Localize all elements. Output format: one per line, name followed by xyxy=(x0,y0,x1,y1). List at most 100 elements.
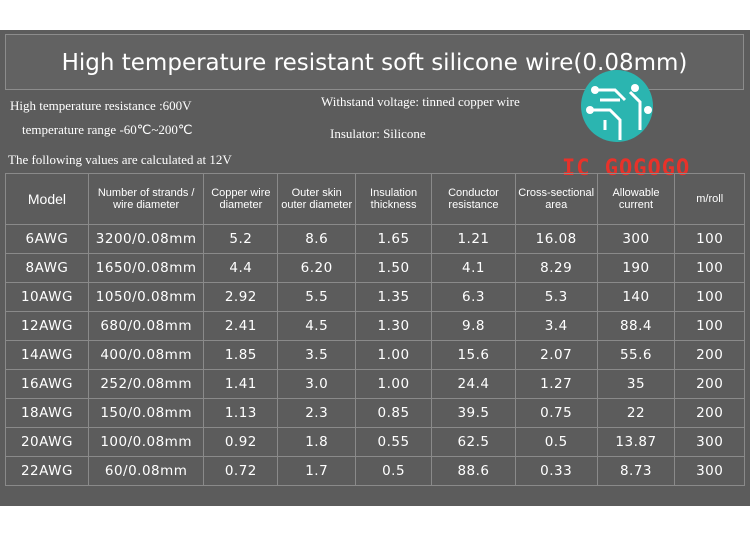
table-cell: 0.75 xyxy=(514,398,598,428)
table-row: 6AWG 3200/0.08mm 5.2 8.6 1.65 1.21 16.08 300 100 xyxy=(5,224,745,254)
table-cell: 252/0.08mm xyxy=(87,369,205,399)
table-row: 12AWG 680/0.08mm 2.41 4.5 1.30 9.8 3.4 88.4 100 xyxy=(5,311,745,341)
table-cell: 24.4 xyxy=(431,369,516,399)
table-cell: 2.41 xyxy=(203,311,279,341)
table-row: 10AWG 1050/0.08mm 2.92 5.5 1.35 6.3 5.3 140 100 xyxy=(5,282,745,312)
table-cell: 1.35 xyxy=(355,282,433,312)
table-cell: 88.6 xyxy=(431,456,516,486)
table-cell: 1.41 xyxy=(203,369,279,399)
table-cell: 6.3 xyxy=(431,282,516,312)
table-cell: 200 xyxy=(674,340,745,370)
table-cell: 1.21 xyxy=(431,224,516,254)
table-cell: 140 xyxy=(596,282,676,312)
table-cell: 100 xyxy=(674,311,745,341)
column-header: Conductor resistance xyxy=(431,173,516,225)
table-cell: 4.1 xyxy=(431,253,516,283)
table-row: 14AWG 400/0.08mm 1.85 3.5 1.00 15.6 2.07 55.6 20… xyxy=(5,340,745,370)
table-cell: 150/0.08mm xyxy=(87,398,205,428)
table-cell: 1650/0.08mm xyxy=(87,253,205,283)
table-cell: 8AWG xyxy=(5,253,89,283)
table-cell: 62.5 xyxy=(431,427,516,457)
table-cell: 4.5 xyxy=(277,311,357,341)
table-cell: 60/0.08mm xyxy=(87,456,205,486)
table-cell: 55.6 xyxy=(596,340,676,370)
table-cell: 0.55 xyxy=(355,427,433,457)
table-cell: 88.4 xyxy=(596,311,676,341)
table-cell: 13.87 xyxy=(596,427,676,457)
table-cell: 1.30 xyxy=(355,311,433,341)
table-cell: 12AWG xyxy=(5,311,89,341)
table-cell: 1.00 xyxy=(355,340,433,370)
table-cell: 2.07 xyxy=(514,340,598,370)
table-cell: 5.5 xyxy=(277,282,357,312)
table-cell: 4.4 xyxy=(203,253,279,283)
spec: temperature range -60℃~200℃ xyxy=(22,122,193,137)
table-cell: 1.65 xyxy=(355,224,433,254)
table-cell: 39.5 xyxy=(431,398,516,428)
column-header: Outer skin outer diameter xyxy=(277,173,357,225)
table-cell: 2.92 xyxy=(203,282,279,312)
column-header: Cross-sectional area xyxy=(514,173,598,225)
table-cell: 2.3 xyxy=(277,398,357,428)
spec-table: Model Number of strands / wire diameter Co… xyxy=(5,173,745,486)
table-cell: 100/0.08mm xyxy=(87,427,205,457)
table-cell: 14AWG xyxy=(5,340,89,370)
table-cell: 400/0.08mm xyxy=(87,340,205,370)
table-cell: 6AWG xyxy=(5,224,89,254)
table-cell: 0.72 xyxy=(203,456,279,486)
table-cell: 0.5 xyxy=(514,427,598,457)
table-cell: 9.8 xyxy=(431,311,516,341)
spec: Withstand voltage: tinned copper wire xyxy=(321,94,520,109)
table-row: 8AWG 1650/0.08mm 4.4 6.20 1.50 4.1 8.29 190 100 xyxy=(5,253,745,283)
table-cell: 15.6 xyxy=(431,340,516,370)
table-cell: 1.8 xyxy=(277,427,357,457)
table-cell: 16.08 xyxy=(514,224,598,254)
table-cell: 0.33 xyxy=(514,456,598,486)
table-cell: 200 xyxy=(674,398,745,428)
table-cell: 3.5 xyxy=(277,340,357,370)
table-cell: 5.2 xyxy=(203,224,279,254)
table-cell: 0.92 xyxy=(203,427,279,457)
column-header: m/roll xyxy=(674,173,745,225)
table-cell: 8.6 xyxy=(277,224,357,254)
table-row: 20AWG 100/0.08mm 0.92 1.8 0.55 62.5 0.5 13.87 30… xyxy=(5,427,745,457)
panel: High temperature resistant soft silicone… xyxy=(0,30,750,506)
table-cell: 300 xyxy=(674,427,745,457)
table-row: 22AWG 60/0.08mm 0.72 1.7 0.5 88.6 0.33 8.73 300 xyxy=(5,456,745,486)
table-cell: 3.4 xyxy=(514,311,598,341)
table-cell: 16AWG xyxy=(5,369,89,399)
table-cell: 18AWG xyxy=(5,398,89,428)
table-cell: 10AWG xyxy=(5,282,89,312)
table-row: 18AWG 150/0.08mm 1.13 2.3 0.85 39.5 0.75 22 200 xyxy=(5,398,745,428)
table-cell: 20AWG xyxy=(5,427,89,457)
column-header: Number of strands / wire diameter xyxy=(87,173,205,225)
logo-icon xyxy=(581,70,653,142)
column-header: Allowable current xyxy=(596,173,676,225)
column-header: Insulation thickness xyxy=(355,173,433,225)
column-header: Copper wire diameter xyxy=(203,173,279,225)
note: The following values are calculated at 1… xyxy=(8,152,232,167)
table-cell: 200 xyxy=(674,369,745,399)
table-row: 16AWG 252/0.08mm 1.41 3.0 1.00 24.4 1.27 35 200 xyxy=(5,369,745,399)
table-cell: 100 xyxy=(674,253,745,283)
table-cell: 8.73 xyxy=(596,456,676,486)
title: High temperature resistant soft silicone… xyxy=(5,34,744,90)
table-cell: 680/0.08mm xyxy=(87,311,205,341)
table-cell: 35 xyxy=(596,369,676,399)
table-cell: 0.85 xyxy=(355,398,433,428)
table-cell: 1050/0.08mm xyxy=(87,282,205,312)
table-cell: 100 xyxy=(674,224,745,254)
table-cell: 300 xyxy=(674,456,745,486)
spec: Insulator: Silicone xyxy=(330,126,426,141)
table-cell: 22 xyxy=(596,398,676,428)
table-cell: 22AWG xyxy=(5,456,89,486)
table-cell: 1.00 xyxy=(355,369,433,399)
table-cell: 190 xyxy=(596,253,676,283)
table-cell: 300 xyxy=(596,224,676,254)
table-cell: 1.27 xyxy=(514,369,598,399)
table-cell: 0.5 xyxy=(355,456,433,486)
spec: High temperature resistance :600V xyxy=(10,98,192,113)
table-cell: 8.29 xyxy=(514,253,598,283)
table-cell: 3.0 xyxy=(277,369,357,399)
